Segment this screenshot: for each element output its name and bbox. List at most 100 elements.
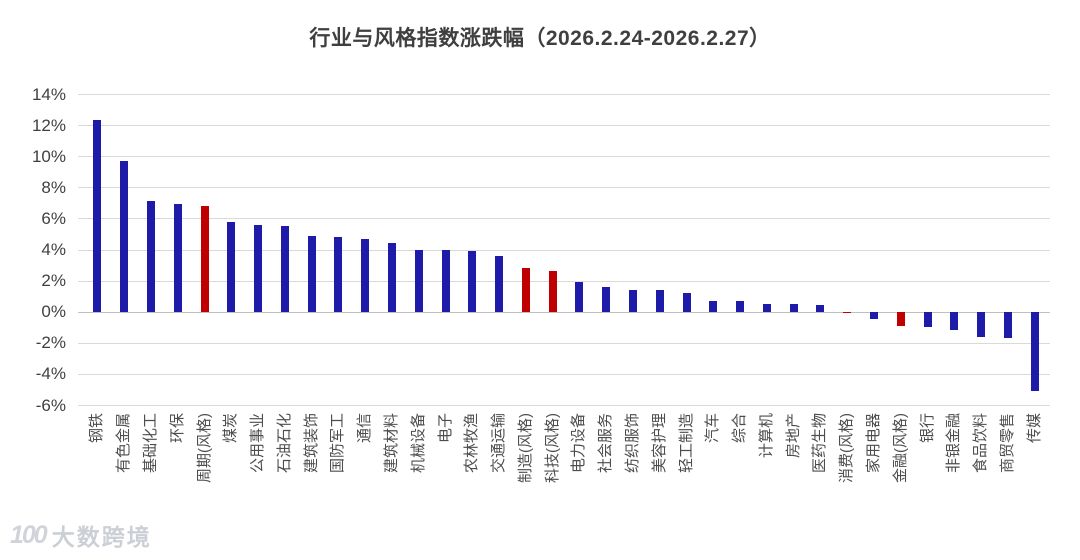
bar-column xyxy=(620,94,647,405)
y-axis: 14% 12% 10% 8% 6% 4% 2% 0% -2% -4% -6% xyxy=(0,85,66,415)
industry-bar xyxy=(923,311,932,328)
x-label-column: 制造(风格) xyxy=(513,413,540,560)
x-axis-label: 食品饮料 xyxy=(972,413,990,474)
industry-bar xyxy=(602,286,611,312)
bar-column xyxy=(352,94,379,405)
industry-bar xyxy=(575,282,584,312)
y-axis-label: 2% xyxy=(41,271,66,291)
x-axis-label: 建筑材料 xyxy=(382,413,400,474)
bar-column xyxy=(164,94,191,405)
x-label-column: 美容护理 xyxy=(646,413,673,560)
industry-bar xyxy=(93,120,102,312)
style-index-bar xyxy=(521,268,530,312)
gridline xyxy=(78,187,1050,189)
plot-area xyxy=(78,94,1050,406)
bar-column xyxy=(754,94,781,405)
bar-column xyxy=(271,94,298,405)
x-axis-label: 钢铁 xyxy=(88,413,106,444)
x-axis-label: 纺织服饰 xyxy=(624,413,642,474)
x-axis-label: 金融(风格) xyxy=(891,413,909,483)
y-axis-label: -6% xyxy=(35,395,66,415)
x-axis-label: 社会服务 xyxy=(597,413,615,474)
industry-bar xyxy=(280,226,289,312)
gridline-zero xyxy=(78,311,1050,313)
x-axis-label: 美容护理 xyxy=(650,413,668,474)
x-axis-label: 石油石化 xyxy=(275,413,293,474)
industry-bar xyxy=(146,201,155,312)
bar-column xyxy=(861,94,888,405)
style-index-bar xyxy=(548,271,557,312)
x-label-column: 建筑装饰 xyxy=(298,413,325,560)
bar-column xyxy=(995,94,1022,405)
bar-column xyxy=(1021,94,1048,405)
x-label-column: 农林牧渔 xyxy=(459,413,486,560)
x-axis-label: 通信 xyxy=(356,413,374,444)
x-axis-label: 建筑装饰 xyxy=(302,413,320,474)
x-axis-label: 汽车 xyxy=(704,413,722,444)
x-label-column: 非银金融 xyxy=(941,413,968,560)
industry-bar xyxy=(789,303,798,312)
industry-bar xyxy=(120,160,129,312)
industry-bar xyxy=(495,255,504,312)
style-index-bar xyxy=(896,311,905,326)
x-axis-label: 交通运输 xyxy=(490,413,508,474)
bar-column xyxy=(807,94,834,405)
bar-column xyxy=(84,94,111,405)
bar-column xyxy=(138,94,165,405)
x-label-column: 计算机 xyxy=(754,413,781,560)
x-axis-label: 消费(风格) xyxy=(838,413,856,483)
style-index-bar xyxy=(843,311,852,314)
bar-column xyxy=(218,94,245,405)
bar-column xyxy=(325,94,352,405)
x-label-column: 建筑材料 xyxy=(379,413,406,560)
industry-bar xyxy=(682,293,691,312)
x-label-column: 家用电器 xyxy=(861,413,888,560)
industry-bar xyxy=(1003,311,1012,339)
watermark-brand-text: 大数跨境 xyxy=(51,524,152,550)
industry-bar xyxy=(468,251,477,312)
x-label-column: 汽车 xyxy=(700,413,727,560)
y-axis-label: 0% xyxy=(41,302,66,322)
y-axis-label: -4% xyxy=(35,364,66,384)
style-index-bar xyxy=(200,205,209,312)
industry-bar xyxy=(227,221,236,312)
gridline xyxy=(78,405,1050,406)
bar-column xyxy=(432,94,459,405)
x-label-column: 轻工制造 xyxy=(673,413,700,560)
x-axis-label: 非银金融 xyxy=(945,413,963,474)
x-label-column: 周期(风格) xyxy=(191,413,218,560)
industry-bar xyxy=(709,300,718,312)
bar-column xyxy=(673,94,700,405)
x-label-column: 银行 xyxy=(914,413,941,560)
x-label-column: 消费(风格) xyxy=(834,413,861,560)
bar-column xyxy=(245,94,272,405)
x-axis-label: 传媒 xyxy=(1025,413,1043,444)
x-axis-label: 银行 xyxy=(918,413,936,444)
x-axis-label: 房地产 xyxy=(784,413,802,459)
x-axis: 钢铁 有色金属 基础化工 环保 周期(风格) 煤炭 公用事业 石油石化 建筑装饰 国防军工 通信 建筑… xyxy=(78,413,1050,560)
x-label-column: 科技(风格) xyxy=(539,413,566,560)
industry-bar xyxy=(387,243,396,312)
x-axis-label: 农林牧渔 xyxy=(463,413,481,474)
industry-bar xyxy=(629,289,638,312)
bar-column xyxy=(459,94,486,405)
bar-column xyxy=(566,94,593,405)
bar-column xyxy=(486,94,513,405)
x-label-column: 食品饮料 xyxy=(968,413,995,560)
x-label-column: 交通运输 xyxy=(486,413,513,560)
industry-bar xyxy=(361,238,370,312)
x-axis-label: 周期(风格) xyxy=(195,413,213,483)
bar-column xyxy=(191,94,218,405)
x-label-column: 综合 xyxy=(727,413,754,560)
x-axis-label: 环保 xyxy=(168,413,186,444)
gridline xyxy=(78,156,1050,158)
x-label-column: 煤炭 xyxy=(218,413,245,560)
chart-title: 行业与风格指数涨跌幅（2026.2.24-2026.2.27） xyxy=(309,27,771,50)
industry-bar xyxy=(414,249,423,312)
industry-bar xyxy=(816,305,825,312)
x-axis-label: 基础化工 xyxy=(141,413,159,474)
bar-column xyxy=(968,94,995,405)
y-axis-label: 12% xyxy=(31,115,66,135)
gridline xyxy=(78,342,1050,344)
industry-bar xyxy=(870,311,879,320)
